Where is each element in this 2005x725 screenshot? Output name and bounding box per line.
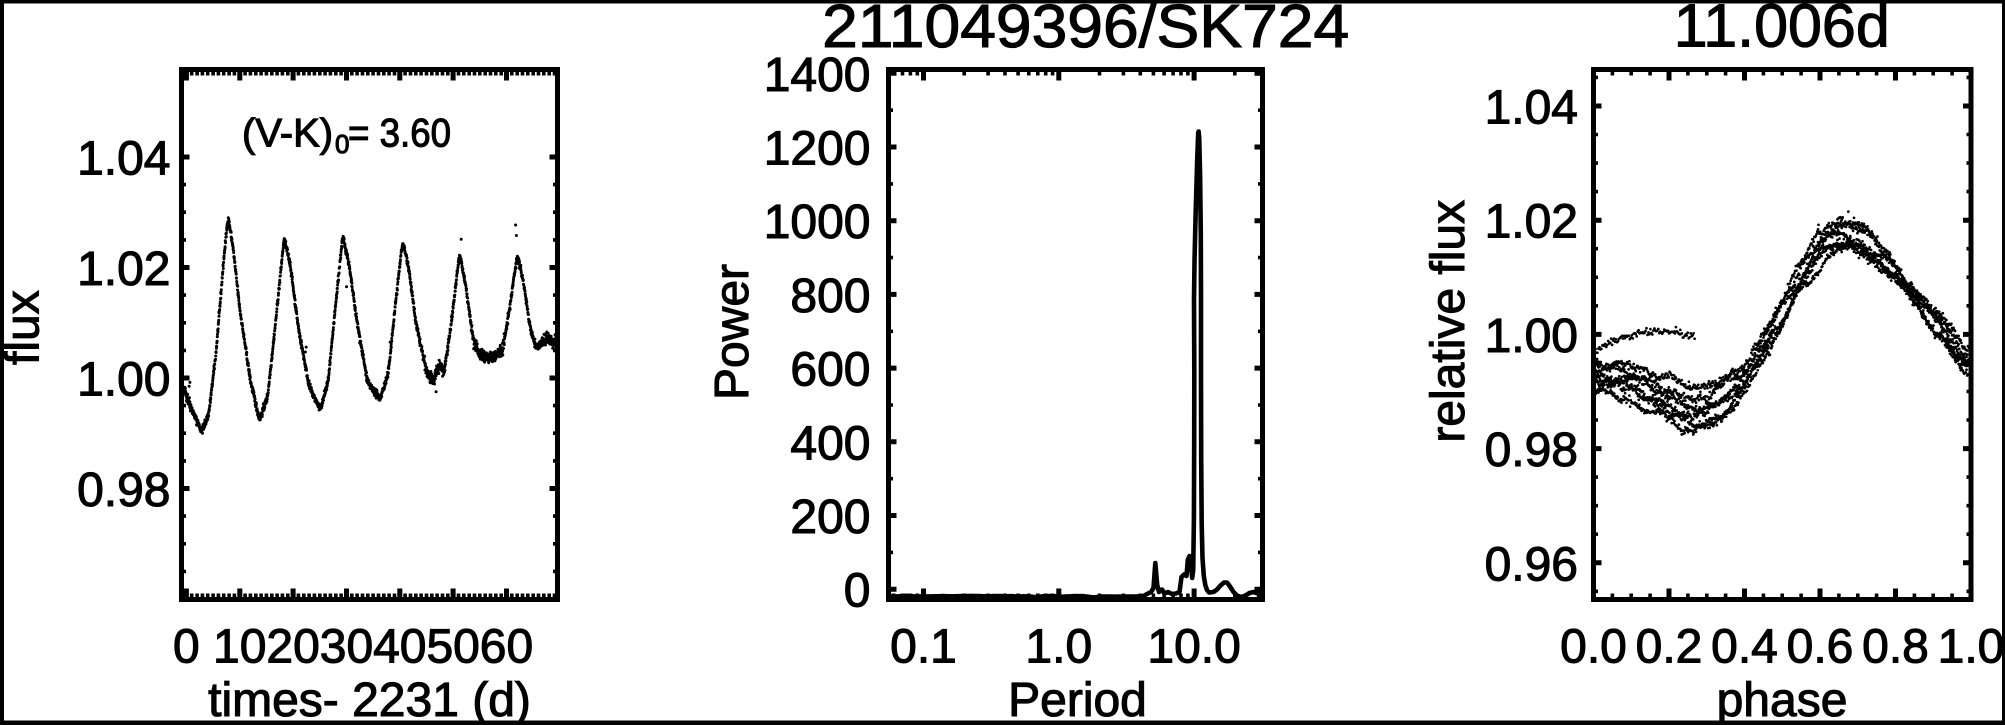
svg-text:1.04: 1.04: [1485, 82, 1578, 135]
svg-text:10.0: 10.0: [1147, 621, 1240, 674]
svg-text:60: 60: [480, 621, 533, 674]
svg-text:0: 0: [844, 565, 871, 618]
svg-text:1.00: 1.00: [1485, 310, 1578, 363]
svg-text:0.1: 0.1: [890, 621, 957, 674]
svg-text:phase: phase: [1717, 674, 1848, 725]
svg-text:1200: 1200: [764, 123, 871, 176]
svg-text:1.0: 1.0: [1938, 621, 2005, 674]
svg-text:20: 20: [266, 621, 319, 674]
svg-text:relative flux: relative flux: [1422, 200, 1475, 443]
svg-text:30: 30: [320, 621, 373, 674]
svg-text:211049396/SK724: 211049396/SK724: [822, 0, 1349, 60]
svg-text:600: 600: [790, 344, 870, 397]
svg-text:(V-K): (V-K): [242, 112, 333, 156]
svg-text:0.4: 0.4: [1711, 621, 1778, 674]
svg-text:1400: 1400: [764, 49, 871, 102]
svg-text:10: 10: [213, 621, 266, 674]
svg-text:0: 0: [173, 621, 200, 674]
svg-text:0.2: 0.2: [1636, 621, 1703, 674]
svg-text:0.98: 0.98: [1485, 424, 1578, 477]
svg-text:= 3.60: = 3.60: [348, 112, 451, 156]
svg-text:800: 800: [790, 270, 870, 323]
svg-text:0.96: 0.96: [1485, 538, 1578, 591]
svg-text:11.006d: 11.006d: [1674, 0, 1890, 60]
svg-text:0: 0: [335, 129, 349, 159]
svg-text:Power: Power: [706, 264, 759, 400]
svg-text:1.0: 1.0: [1025, 621, 1092, 674]
svg-text:1000: 1000: [764, 196, 871, 249]
svg-text:40: 40: [373, 621, 426, 674]
svg-text:Period: Period: [1008, 674, 1147, 725]
svg-text:200: 200: [790, 491, 870, 544]
svg-text:1.02: 1.02: [77, 243, 170, 296]
svg-text:0.6: 0.6: [1787, 621, 1854, 674]
svg-text:0.8: 0.8: [1862, 621, 1929, 674]
svg-text:1.00: 1.00: [77, 354, 170, 407]
svg-text:times- 2231 (d): times- 2231 (d): [208, 674, 531, 725]
svg-text:0.98: 0.98: [77, 464, 170, 517]
svg-text:1.02: 1.02: [1485, 196, 1578, 249]
svg-text:flux: flux: [0, 290, 50, 365]
svg-text:50: 50: [426, 621, 479, 674]
svg-text:1.04: 1.04: [77, 133, 170, 186]
svg-text:0.0: 0.0: [1560, 621, 1627, 674]
svg-text:400: 400: [790, 417, 870, 470]
